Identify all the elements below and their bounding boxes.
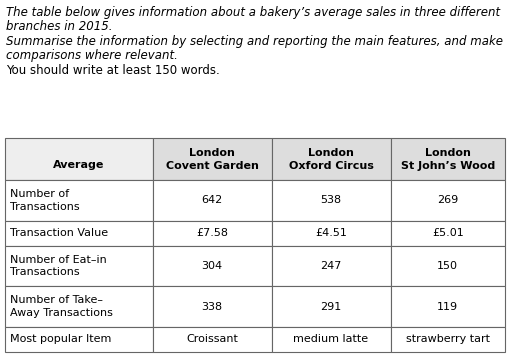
- Text: London: London: [189, 148, 235, 158]
- Text: £4.51: £4.51: [315, 228, 347, 238]
- Bar: [5, 286, 153, 327]
- Text: You should write at least 150 words.: You should write at least 150 words.: [6, 64, 220, 77]
- Text: Covent Garden: Covent Garden: [165, 161, 259, 171]
- Text: 338: 338: [201, 302, 223, 312]
- Text: St John’s Wood: St John’s Wood: [400, 161, 495, 171]
- Text: 150: 150: [437, 261, 458, 271]
- Text: 304: 304: [201, 261, 223, 271]
- Text: London: London: [425, 148, 471, 158]
- Bar: [153, 138, 271, 180]
- Bar: [153, 327, 271, 352]
- Text: £5.01: £5.01: [432, 228, 464, 238]
- Bar: [271, 221, 391, 246]
- Bar: [271, 246, 391, 286]
- Text: Average: Average: [53, 160, 104, 170]
- Text: Number of Take–
Away Transactions: Number of Take– Away Transactions: [10, 295, 113, 318]
- Bar: [153, 286, 271, 327]
- Text: Number of
Transactions: Number of Transactions: [10, 189, 80, 212]
- Text: London: London: [308, 148, 354, 158]
- Text: strawberry tart: strawberry tart: [406, 335, 490, 345]
- Text: Most popular Item: Most popular Item: [10, 335, 112, 345]
- Bar: [391, 180, 505, 221]
- Bar: [153, 246, 271, 286]
- Bar: [153, 221, 271, 246]
- Bar: [5, 180, 153, 221]
- Bar: [153, 180, 271, 221]
- Text: Oxford Circus: Oxford Circus: [289, 161, 373, 171]
- Text: 119: 119: [437, 302, 458, 312]
- Bar: [5, 327, 153, 352]
- Text: The table below gives information about a bakery’s average sales in three differ: The table below gives information about …: [6, 6, 500, 19]
- Bar: [271, 138, 391, 180]
- Text: Transaction Value: Transaction Value: [10, 228, 108, 238]
- Text: 291: 291: [321, 302, 342, 312]
- Text: 538: 538: [321, 195, 342, 205]
- Text: Croissant: Croissant: [186, 335, 238, 345]
- Text: branches in 2015.: branches in 2015.: [6, 20, 113, 34]
- Bar: [391, 286, 505, 327]
- Bar: [391, 221, 505, 246]
- Bar: [5, 138, 153, 180]
- Text: comparisons where relevant.: comparisons where relevant.: [6, 50, 178, 62]
- Bar: [271, 286, 391, 327]
- Text: 269: 269: [437, 195, 458, 205]
- Text: Summarise the information by selecting and reporting the main features, and make: Summarise the information by selecting a…: [6, 35, 503, 48]
- Text: 247: 247: [321, 261, 342, 271]
- Text: Number of Eat–in
Transactions: Number of Eat–in Transactions: [10, 255, 106, 277]
- Bar: [271, 327, 391, 352]
- Text: medium latte: medium latte: [293, 335, 369, 345]
- Bar: [391, 327, 505, 352]
- Bar: [271, 180, 391, 221]
- Bar: [5, 246, 153, 286]
- Bar: [391, 246, 505, 286]
- Text: £7.58: £7.58: [196, 228, 228, 238]
- Bar: [5, 221, 153, 246]
- Text: 642: 642: [201, 195, 223, 205]
- Bar: [391, 138, 505, 180]
